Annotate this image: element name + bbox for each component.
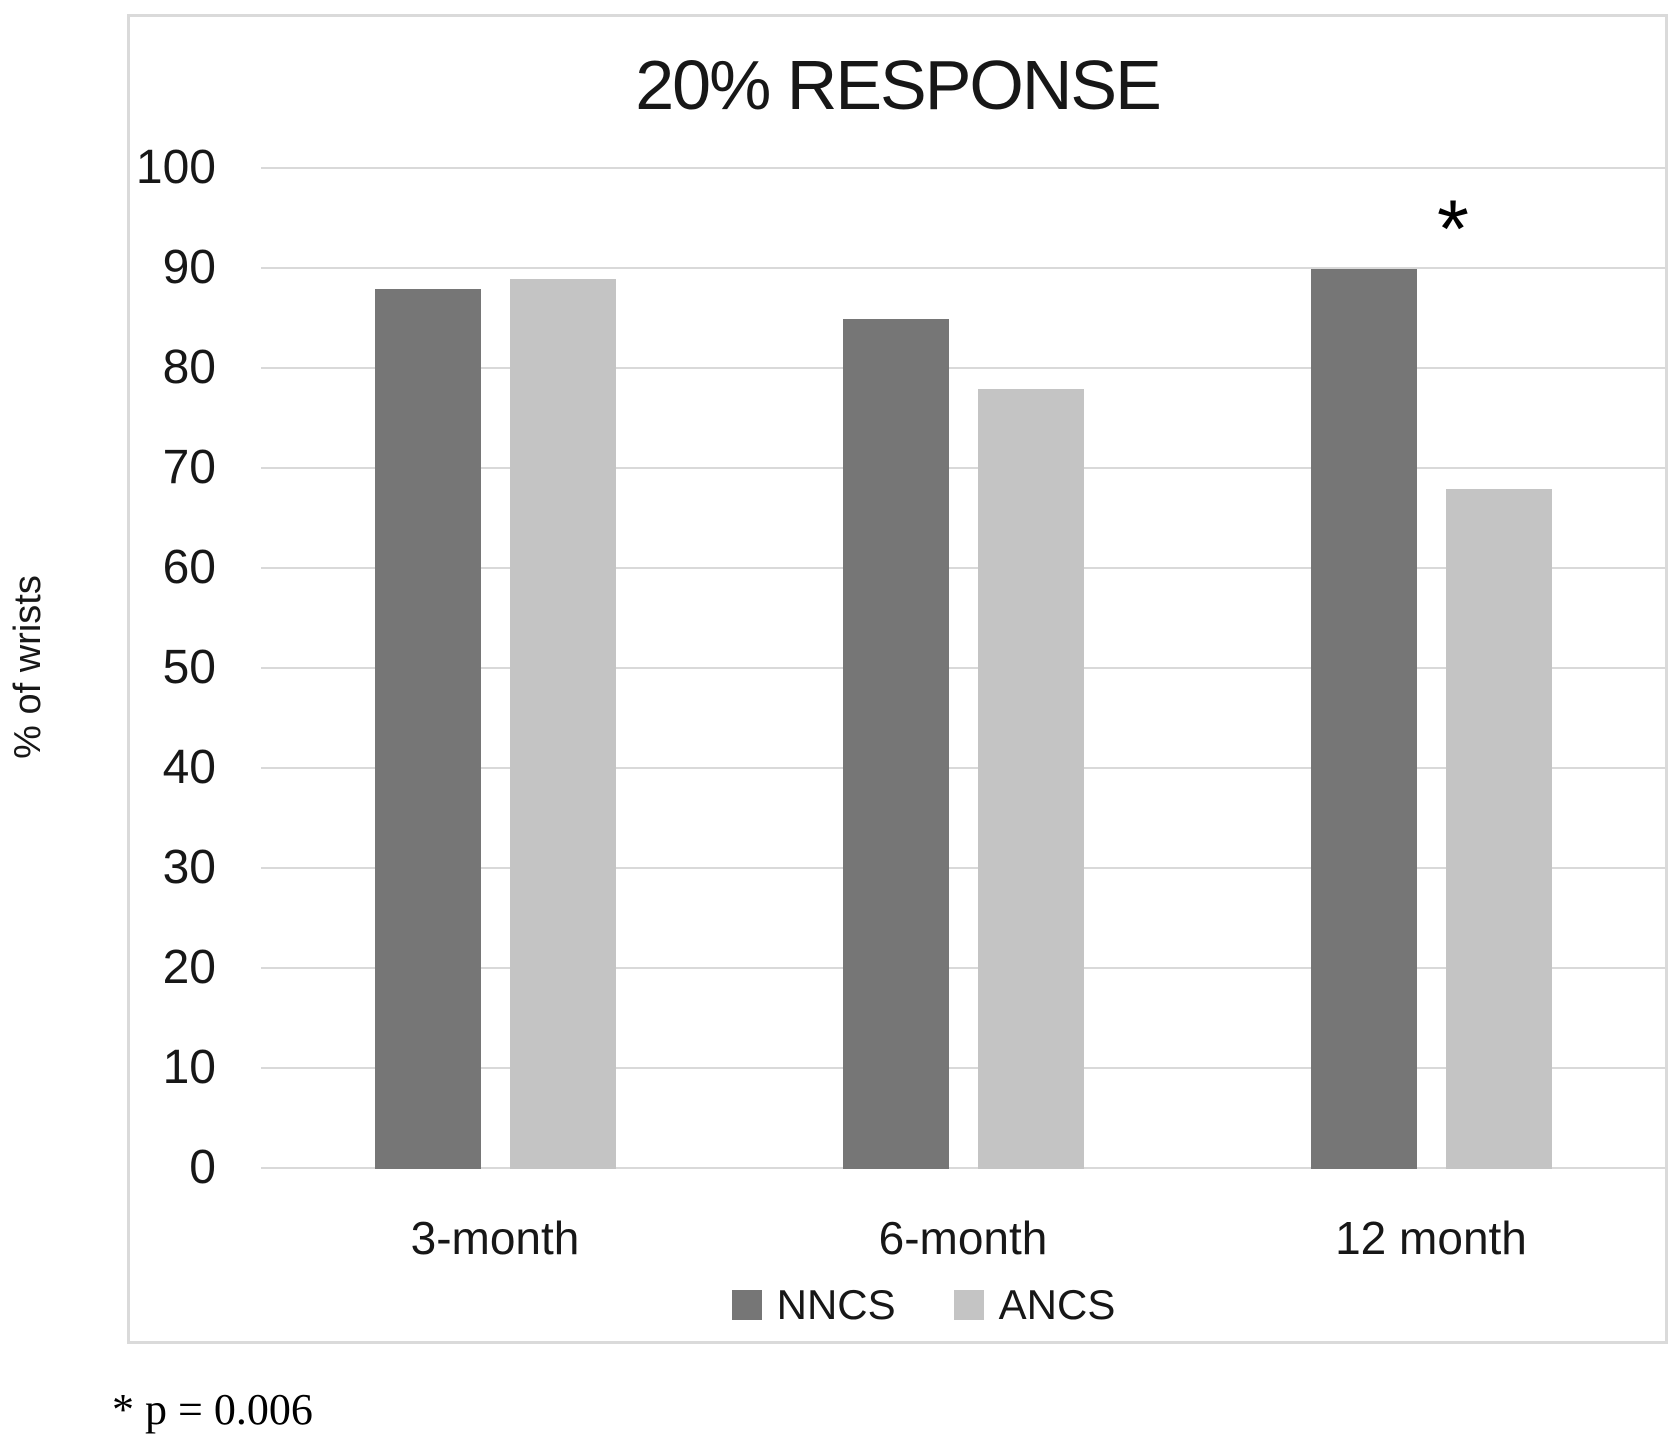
y-tick-80: 80: [162, 341, 216, 394]
y-tick-50: 50: [162, 641, 216, 694]
gridline-100: [261, 167, 1665, 169]
bar-nncs-3-month: [374, 289, 481, 1169]
gridline-60: [261, 567, 1665, 569]
bar-nncs-12-month: [1310, 269, 1417, 1169]
chart-container: 20% RESPONSE * NNCS ANCS 100 90 80 70 60 50 40 3…: [127, 14, 1668, 1344]
y-tick-70: 70: [162, 441, 216, 494]
y-tick-60: 60: [162, 541, 216, 594]
bar-ancs-12-month: [1445, 489, 1552, 1169]
gridline-30: [261, 867, 1665, 869]
bar-ancs-6-month: [977, 389, 1084, 1169]
y-tick-40: 40: [162, 741, 216, 794]
gridline-50: [261, 667, 1665, 669]
gridline-0: [261, 1167, 1665, 1169]
y-axis-title: % of wrists: [7, 575, 49, 759]
gridline-40: [261, 767, 1665, 769]
legend-label-nncs: NNCS: [776, 1281, 896, 1328]
gridline-90: [261, 267, 1665, 269]
x-label-3-month: 3-month: [410, 1212, 580, 1264]
y-tick-0: 0: [189, 1141, 216, 1194]
footnote: * p = 0.006: [112, 1385, 313, 1434]
y-tick-100: 100: [135, 141, 216, 194]
bar-ancs-3-month: [509, 279, 616, 1169]
significance-asterisk: *: [1437, 184, 1469, 275]
gridline-20: [261, 967, 1665, 969]
y-tick-10: 10: [162, 1041, 216, 1094]
legend-item-ancs: ANCS: [953, 1281, 1116, 1328]
gridline-70: [261, 467, 1665, 469]
x-label-12-month: 12 month: [1335, 1212, 1527, 1264]
legend-item-nncs: NNCS: [731, 1281, 896, 1328]
legend-label-ancs: ANCS: [998, 1281, 1116, 1328]
y-tick-20: 20: [162, 941, 216, 994]
gridline-10: [261, 1067, 1665, 1069]
plot-area: [261, 167, 1665, 1169]
legend-swatch-nncs: [731, 1290, 762, 1320]
y-tick-30: 30: [162, 841, 216, 894]
x-label-6-month: 6-month: [878, 1212, 1048, 1264]
legend-swatch-ancs: [953, 1290, 984, 1320]
y-tick-90: 90: [162, 241, 216, 294]
bar-nncs-6-month: [842, 319, 949, 1169]
legend: NNCS ANCS: [156, 1283, 1675, 1327]
gridline-80: [261, 367, 1665, 369]
chart-title: 20% RESPONSE: [635, 46, 1162, 124]
